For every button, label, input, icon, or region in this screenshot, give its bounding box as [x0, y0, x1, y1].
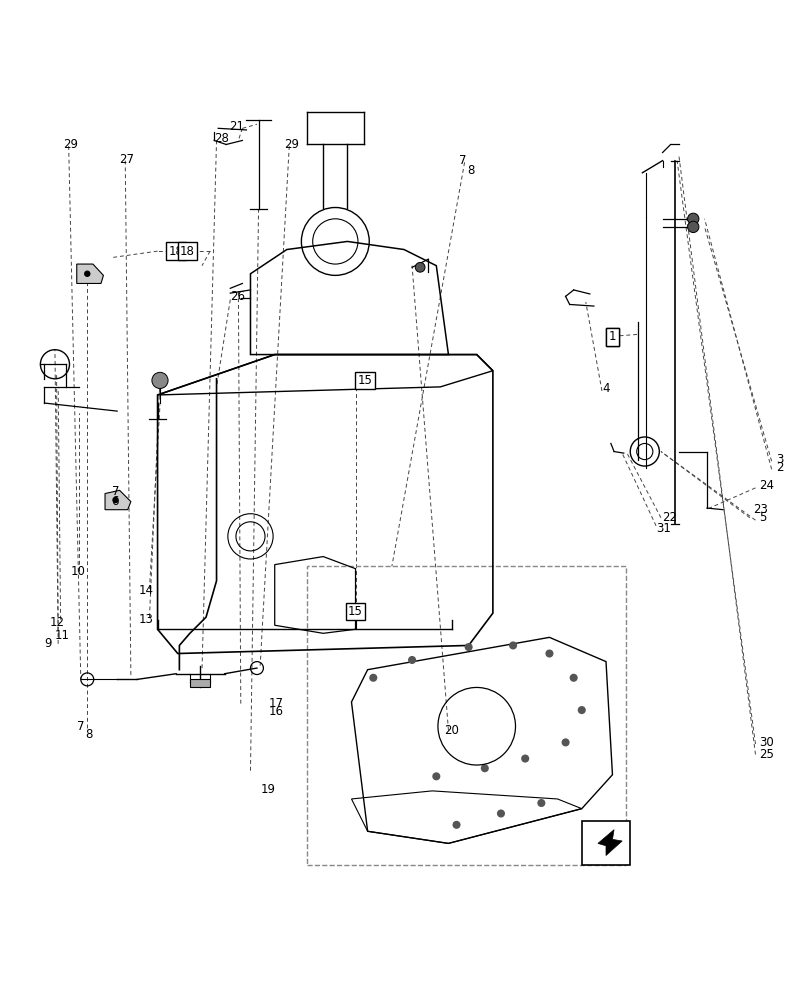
- Text: 15: 15: [358, 374, 372, 387]
- Text: 30: 30: [760, 736, 774, 749]
- Circle shape: [537, 799, 545, 807]
- Text: 19: 19: [260, 783, 276, 796]
- Text: 29: 29: [63, 138, 78, 151]
- Circle shape: [578, 706, 586, 714]
- Circle shape: [545, 649, 553, 658]
- Bar: [307, 566, 626, 865]
- Circle shape: [481, 764, 489, 772]
- Text: 7: 7: [459, 154, 466, 167]
- Circle shape: [112, 497, 119, 503]
- Circle shape: [452, 821, 461, 829]
- Circle shape: [562, 738, 570, 746]
- Circle shape: [497, 809, 505, 818]
- Polygon shape: [105, 490, 131, 510]
- Text: 2: 2: [776, 461, 783, 474]
- Text: 1: 1: [608, 330, 617, 343]
- Polygon shape: [598, 830, 622, 856]
- Circle shape: [688, 221, 699, 233]
- Circle shape: [521, 755, 529, 763]
- Text: 25: 25: [760, 748, 774, 761]
- Text: 11: 11: [55, 629, 70, 642]
- Text: 28: 28: [214, 132, 229, 145]
- Text: 15: 15: [348, 605, 363, 618]
- Circle shape: [152, 372, 168, 388]
- Text: 3: 3: [776, 453, 783, 466]
- Text: 7: 7: [112, 485, 119, 498]
- Text: 16: 16: [268, 705, 284, 718]
- Text: 21: 21: [229, 120, 244, 133]
- Text: 22: 22: [663, 511, 678, 524]
- Text: 4: 4: [602, 382, 609, 395]
- Text: 29: 29: [284, 138, 300, 151]
- Text: 26: 26: [230, 290, 246, 303]
- Polygon shape: [77, 264, 103, 283]
- Text: 10: 10: [71, 565, 86, 578]
- Text: 27: 27: [120, 153, 135, 166]
- Text: 8: 8: [85, 728, 92, 741]
- Text: 1: 1: [608, 330, 617, 343]
- Circle shape: [465, 643, 473, 651]
- Text: 15: 15: [358, 374, 372, 387]
- Circle shape: [432, 772, 440, 780]
- Circle shape: [570, 674, 578, 682]
- Bar: [190, 679, 210, 687]
- Text: 6: 6: [112, 495, 119, 508]
- Circle shape: [408, 656, 416, 664]
- Text: 18: 18: [180, 245, 195, 258]
- Text: 12: 12: [50, 616, 65, 629]
- Text: 23: 23: [753, 503, 768, 516]
- Text: 18: 18: [169, 245, 183, 258]
- Text: 17: 17: [268, 697, 284, 710]
- Text: 13: 13: [139, 613, 154, 626]
- Text: 18: 18: [180, 245, 195, 258]
- Text: 20: 20: [444, 724, 459, 737]
- Circle shape: [84, 271, 90, 277]
- Circle shape: [688, 213, 699, 224]
- Circle shape: [369, 674, 377, 682]
- Circle shape: [509, 641, 517, 649]
- Text: 14: 14: [139, 584, 154, 597]
- Text: 7: 7: [77, 720, 84, 733]
- Bar: [582, 821, 630, 865]
- Text: 24: 24: [760, 479, 775, 492]
- Text: 8: 8: [467, 164, 474, 177]
- Text: 9: 9: [44, 637, 52, 650]
- Circle shape: [415, 262, 425, 272]
- Text: 31: 31: [656, 522, 671, 535]
- Text: 5: 5: [760, 511, 767, 524]
